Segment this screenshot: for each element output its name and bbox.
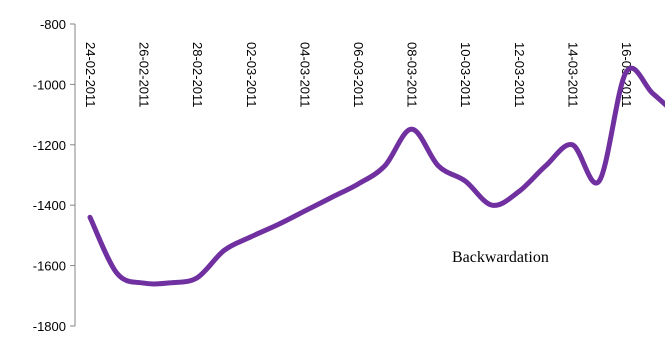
x-tick-label: 04-03-2011 xyxy=(297,42,312,108)
x-tick-label: 10-03-2011 xyxy=(458,42,473,108)
x-axis-tick-labels: 24-02-2011 26-02-2011 28-02-2011 02-03-2011… xyxy=(83,42,634,108)
x-tick-label: 28-02-2011 xyxy=(190,42,205,108)
y-tick-label: -1800 xyxy=(33,319,66,334)
y-tick-label: -1400 xyxy=(33,198,66,213)
y-tick-label: -1200 xyxy=(33,138,66,153)
y-axis: -800 -1000 -1200 -1400 -1600 -1800 xyxy=(33,17,76,334)
annotation-backwardation: Backwardation xyxy=(452,249,549,266)
x-tick-label: 12-03-2011 xyxy=(512,42,527,108)
series-line xyxy=(87,65,665,287)
x-tick-label: 24-02-2011 xyxy=(83,42,98,108)
x-tick-label: 06-03-2011 xyxy=(351,42,366,108)
y-tick-label: -1600 xyxy=(33,259,66,274)
x-tick-label: 26-02-2011 xyxy=(137,42,152,108)
x-tick-label: 08-03-2011 xyxy=(405,42,420,108)
x-tick-label: 02-03-2011 xyxy=(244,42,259,108)
x-tick-label: 14-03-2011 xyxy=(565,42,580,108)
y-tick-label: -1000 xyxy=(33,77,66,92)
y-tick-label: -800 xyxy=(40,17,66,32)
